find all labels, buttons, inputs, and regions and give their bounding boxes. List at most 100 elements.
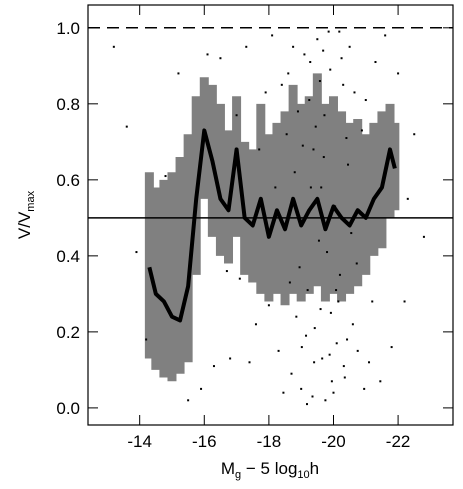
point xyxy=(356,349,359,352)
point xyxy=(303,53,306,56)
point xyxy=(406,197,409,200)
point xyxy=(397,72,400,75)
point xyxy=(248,361,251,364)
point xyxy=(164,175,167,178)
point xyxy=(335,342,338,345)
point xyxy=(229,357,232,360)
point xyxy=(258,148,261,151)
point xyxy=(282,391,285,394)
point xyxy=(346,338,349,341)
point xyxy=(292,45,295,48)
point xyxy=(329,68,332,71)
x-label-part: 10 xyxy=(297,469,309,481)
point xyxy=(338,273,341,276)
point xyxy=(342,83,345,86)
point xyxy=(309,61,312,64)
point xyxy=(327,30,330,33)
x-label-part: g xyxy=(235,469,241,481)
point xyxy=(329,311,332,314)
point xyxy=(206,53,209,56)
point xyxy=(347,163,350,166)
point xyxy=(319,308,322,311)
point xyxy=(322,49,325,52)
x-tick-label: -16 xyxy=(192,432,217,451)
point xyxy=(338,30,341,33)
point xyxy=(318,80,321,83)
point xyxy=(288,281,291,284)
y-tick-label: 1.0 xyxy=(56,19,80,38)
point xyxy=(145,338,148,341)
x-label-part: M xyxy=(221,459,235,478)
point xyxy=(323,114,326,117)
point xyxy=(308,99,311,102)
point xyxy=(321,357,324,360)
point xyxy=(311,395,314,398)
point xyxy=(200,387,203,390)
point xyxy=(267,304,270,307)
point xyxy=(350,232,353,235)
point xyxy=(379,380,382,383)
point xyxy=(112,45,115,48)
point xyxy=(316,38,319,41)
point xyxy=(312,148,315,151)
point xyxy=(340,57,343,60)
x-axis-label: Mg − 5 log10h xyxy=(221,459,319,481)
point xyxy=(306,289,309,292)
point xyxy=(212,365,215,368)
point xyxy=(390,346,393,349)
x-tick-label: -20 xyxy=(321,432,346,451)
point xyxy=(374,61,377,64)
point xyxy=(363,387,366,390)
point xyxy=(254,323,257,326)
point xyxy=(345,137,348,140)
point xyxy=(277,349,280,352)
y-tick-label: 0.6 xyxy=(56,171,80,190)
point xyxy=(337,300,340,303)
point xyxy=(360,129,363,132)
point xyxy=(219,57,222,60)
x-tick-label: -18 xyxy=(257,432,282,451)
point xyxy=(342,365,345,368)
x-label-part: h xyxy=(310,459,319,478)
point xyxy=(364,99,367,102)
point xyxy=(274,186,277,189)
point xyxy=(371,300,374,303)
point xyxy=(313,361,316,364)
point xyxy=(332,391,335,394)
point xyxy=(320,186,323,189)
point xyxy=(225,270,228,273)
point xyxy=(280,83,283,86)
point xyxy=(343,376,346,379)
point xyxy=(413,133,416,136)
point xyxy=(287,72,290,75)
point xyxy=(135,251,138,254)
point xyxy=(235,114,238,117)
point xyxy=(264,91,267,94)
x-tick-label: -22 xyxy=(386,432,411,451)
y-tick-label: 0.8 xyxy=(56,95,80,114)
point xyxy=(301,144,304,147)
point xyxy=(300,346,303,349)
point xyxy=(384,34,387,37)
point xyxy=(309,186,312,189)
point xyxy=(330,380,333,383)
point xyxy=(326,251,329,254)
point xyxy=(324,399,327,402)
point xyxy=(313,327,316,330)
y-axis-label: V/Vmax xyxy=(15,190,37,239)
y-tick-label: 0.0 xyxy=(56,399,80,418)
point xyxy=(422,235,425,238)
point xyxy=(348,45,351,48)
point xyxy=(322,156,325,159)
point xyxy=(305,334,308,337)
x-label-part: − 5 log xyxy=(241,459,297,478)
point xyxy=(285,133,288,136)
point xyxy=(300,387,303,390)
point xyxy=(298,266,301,269)
mean-line xyxy=(147,128,397,323)
point xyxy=(293,171,296,174)
point xyxy=(290,372,293,375)
point xyxy=(177,72,180,75)
x-tick-label: -14 xyxy=(127,432,152,451)
